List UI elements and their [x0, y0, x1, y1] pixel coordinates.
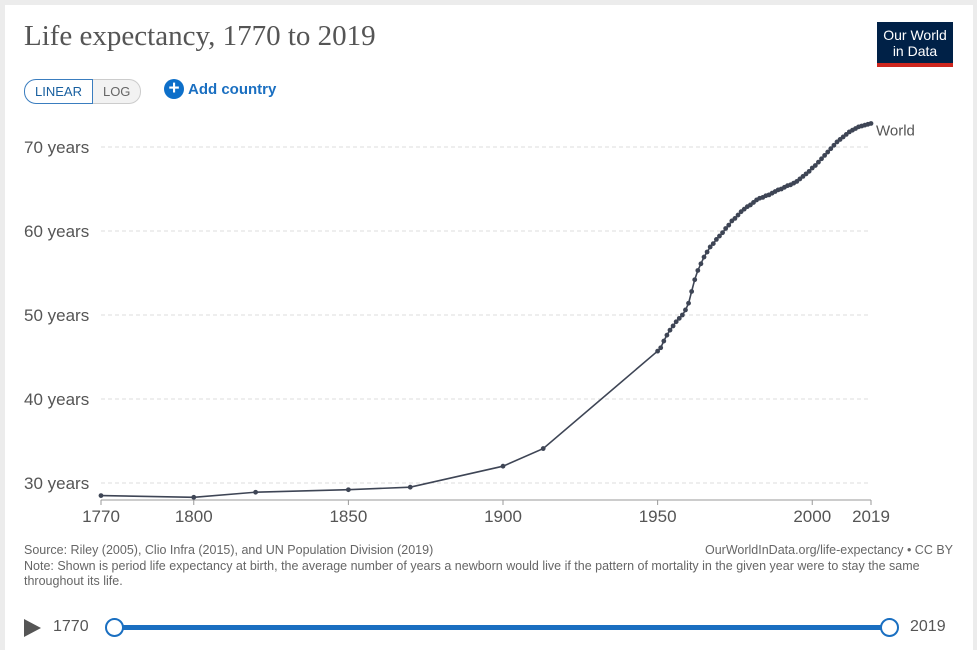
data-point	[868, 121, 874, 126]
data-point	[720, 230, 725, 236]
x-tick-label: 2019	[852, 507, 890, 526]
data-point	[686, 300, 691, 306]
series-lines	[100, 122, 872, 499]
data-point	[806, 168, 812, 174]
y-tick-label: 60 years	[24, 222, 89, 241]
data-point	[661, 338, 667, 344]
data-point	[701, 254, 707, 260]
data-point	[664, 332, 670, 338]
data-point	[500, 463, 506, 469]
data-point	[732, 216, 738, 221]
x-tick-label: 1800	[175, 507, 213, 526]
data-point	[735, 212, 741, 218]
y-tick-label: 30 years	[24, 474, 89, 493]
series-points	[98, 121, 874, 500]
data-point	[819, 156, 824, 162]
data-point	[692, 277, 698, 283]
plus-circle-icon: +	[164, 79, 184, 99]
credit-link[interactable]: OurWorldInData.org/life-expectancy • CC …	[705, 543, 953, 557]
line-chart: 30 years 40 years 50 years 60 years 70 years…	[24, 121, 915, 526]
data-point	[713, 237, 719, 242]
timeline-track[interactable]	[114, 625, 890, 630]
data-point	[723, 226, 729, 231]
log-scale-button[interactable]: LOG	[92, 79, 142, 104]
play-icon[interactable]	[24, 619, 41, 637]
data-point	[667, 327, 673, 333]
y-tick-label: 40 years	[24, 390, 89, 409]
data-point	[191, 494, 197, 500]
timeline-end-handle[interactable]	[880, 618, 899, 637]
linear-scale-button[interactable]: LINEAR	[24, 79, 93, 104]
y-axis-tick-labels: 30 years 40 years 50 years 60 years 70 years	[24, 138, 89, 493]
add-country-label: Add country	[188, 80, 277, 98]
data-point	[345, 487, 351, 493]
data-point	[825, 149, 831, 155]
x-tick-label: 2000	[793, 507, 831, 526]
owid-logo[interactable]: Our World in Data	[877, 22, 953, 67]
data-point	[540, 446, 546, 451]
timeline-start-label: 1770	[53, 618, 89, 635]
data-point	[679, 312, 685, 318]
source-text: Source: Riley (2005), Clio Infra (2015),…	[24, 543, 434, 557]
scale-toggle: LINEAR LOG	[24, 79, 142, 104]
y-tick-label: 70 years	[24, 138, 89, 157]
x-tick-label: 1900	[484, 507, 522, 526]
x-axis-tick-labels: 1770 1800 1850 1900 1950 2000 2019	[82, 507, 890, 526]
timeline: 1770 2019	[24, 612, 959, 642]
data-point	[831, 142, 837, 148]
data-point	[658, 345, 664, 351]
data-point	[710, 241, 716, 247]
data-point	[253, 489, 259, 495]
y-tick-label: 50 years	[24, 306, 89, 325]
data-point	[689, 289, 695, 294]
x-tick-label: 1950	[639, 507, 677, 526]
series-label-world: World	[876, 122, 915, 139]
timeline-start-handle[interactable]	[105, 618, 124, 637]
data-point	[707, 244, 713, 250]
timeline-end-label: 2019	[910, 618, 946, 635]
data-point	[683, 307, 688, 313]
series-line-world	[100, 122, 872, 499]
data-point	[655, 348, 661, 354]
data-point	[816, 159, 821, 165]
add-country-button[interactable]: + Add country	[164, 79, 276, 99]
data-point	[704, 249, 710, 255]
data-point	[717, 233, 722, 239]
data-point	[98, 493, 104, 498]
chart-card	[5, 5, 973, 650]
data-point	[670, 323, 676, 329]
data-point	[698, 261, 704, 267]
note-text: Note: Shown is period life expectancy at…	[24, 559, 920, 588]
gridlines	[100, 146, 872, 505]
series-labels: World	[876, 122, 915, 139]
data-point	[726, 222, 732, 228]
data-point	[695, 268, 701, 273]
logo-line-1: Our World	[883, 27, 947, 43]
data-point	[822, 153, 828, 158]
chart-title: Life expectancy, 1770 to 2019	[24, 20, 376, 52]
x-tick-label: 1770	[82, 507, 120, 526]
logo-line-2: in Data	[892, 43, 938, 59]
data-point	[812, 163, 818, 168]
data-point	[676, 315, 682, 321]
data-point	[673, 319, 679, 325]
data-point	[828, 146, 834, 152]
x-tick-label: 1850	[329, 507, 367, 526]
data-point	[407, 484, 413, 490]
